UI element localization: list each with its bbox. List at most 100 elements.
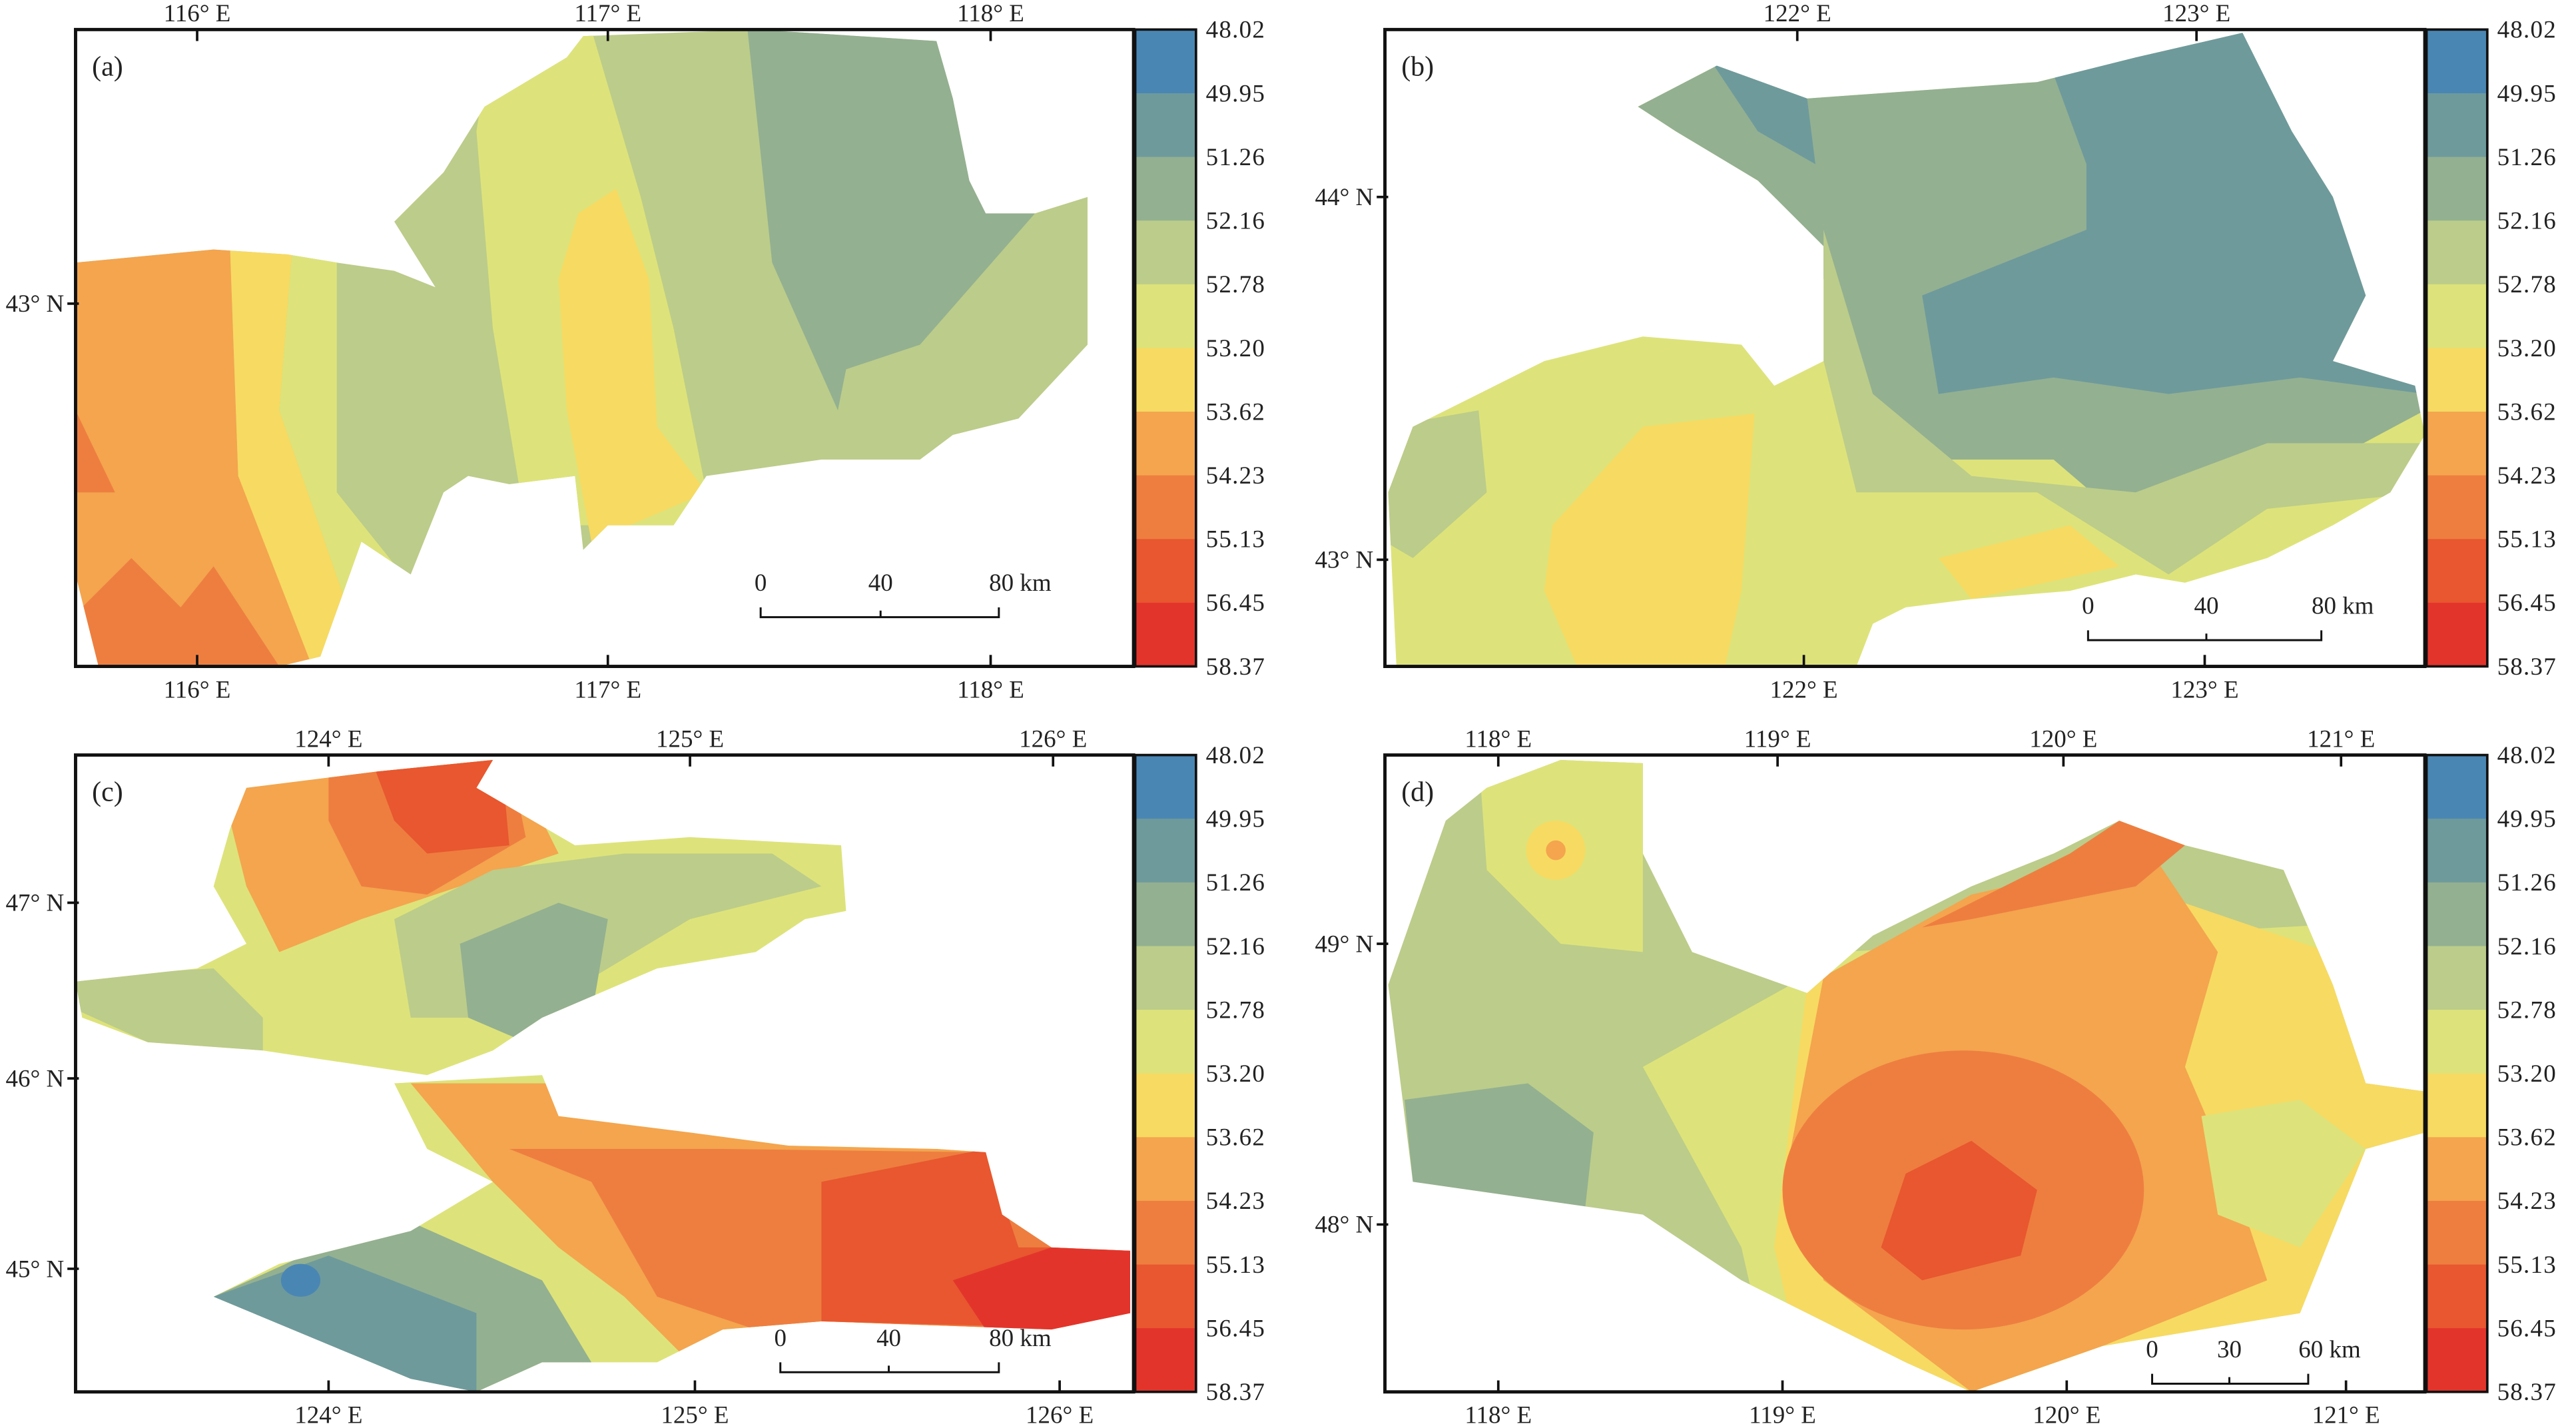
colorbar-label: 48.02 (2497, 741, 2557, 769)
colorbar-label: 53.20 (2497, 1060, 2557, 1087)
colorbar-label: 49.95 (2497, 79, 2557, 107)
panel-d-frame (1383, 753, 2427, 1394)
colorbar-swatch (2426, 93, 2487, 158)
colorbar-label: 56.45 (2497, 1315, 2557, 1342)
panel-b-scale-bar: 0 40 80 km (2082, 592, 2374, 641)
colorbar-swatch (2426, 819, 2487, 883)
scale-bar-line (2087, 630, 2323, 641)
panel-c-scale-bar: 0 40 80 km (775, 1324, 1052, 1373)
bottom-tick-label: 124° E (294, 1401, 362, 1428)
colorbar-label: 49.95 (2497, 805, 2557, 833)
colorbar-label: 55.13 (2497, 1251, 2557, 1278)
panel-d-contour-map (1388, 760, 2425, 1392)
colorbar-swatch (2426, 946, 2487, 1010)
top-tick-label: 126° E (1019, 725, 1087, 752)
colorbar-swatch (2426, 1200, 2487, 1265)
colorbar-label: 53.20 (2497, 334, 2557, 362)
colorbar-frame (2425, 753, 2489, 1393)
top-tick-label: 118° E (1464, 725, 1532, 752)
colorbar-label: 54.23 (1206, 1187, 1265, 1214)
colorbar-label: 58.37 (2497, 1378, 2557, 1405)
colorbar-frame (2425, 28, 2489, 668)
colorbar-swatch (2426, 412, 2487, 476)
panel-c: (c) 124° E 125° E 126° E 124° E 125° E 126° E 4… (5, 725, 1265, 1428)
colorbar-label: 53.20 (1206, 334, 1265, 362)
colorbar-swatch (2426, 882, 2487, 947)
colorbar-label: 55.13 (2497, 526, 2557, 553)
colorbar-label: 48.02 (2497, 16, 2557, 43)
left-tick-label: 49° N (1315, 930, 1374, 957)
scale-bar-line (759, 607, 1000, 619)
colorbar-label: 52.78 (2497, 270, 2557, 298)
colorbar-swatch (2426, 348, 2487, 412)
colorbar-swatch (2426, 220, 2487, 285)
top-tick-label: 124° E (294, 725, 362, 752)
colorbar-label: 52.16 (1206, 932, 1265, 960)
colorbar-swatch (2426, 284, 2487, 349)
colorbar-label: 56.45 (1206, 589, 1265, 616)
colorbar-label: 53.62 (1206, 1124, 1265, 1151)
colorbar-swatch (1135, 348, 1196, 412)
scale-bar-label: 0 (2082, 592, 2094, 619)
top-tick-label: 117° E (574, 0, 641, 27)
colorbar-label: 51.26 (1206, 143, 1265, 171)
colorbar-label: 52.16 (1206, 207, 1265, 234)
scale-bar-label: 40 (2194, 592, 2218, 619)
colorbar-swatch (1135, 602, 1196, 667)
panel-a-scale-bar: 0 40 80 km (755, 569, 1052, 619)
panel-a-contour-map (75, 29, 1088, 667)
colorbar-swatch (1135, 819, 1196, 883)
panel-d: (d) 118° E 119° E 120° E 121° E 118° E 119° E 1… (1315, 725, 2557, 1428)
panel-d-label: (d) (1401, 777, 1434, 808)
colorbar-swatch (1135, 1264, 1196, 1329)
panel-c-contour-map (75, 760, 1131, 1392)
colorbar-label: 56.45 (1206, 1315, 1265, 1342)
colorbar-label: 51.26 (1206, 869, 1265, 896)
scale-bar-label: 80 km (989, 569, 1052, 596)
bottom-tick-label: 118° E (1464, 1401, 1532, 1428)
colorbar-swatch (2426, 1137, 2487, 1202)
colorbar-swatch (1135, 220, 1196, 285)
colorbar-swatch (2426, 1264, 2487, 1329)
bottom-tick-label: 120° E (2033, 1401, 2100, 1428)
scale-bar-label: 40 (868, 569, 893, 596)
colorbar-swatch (1135, 539, 1196, 603)
scale-bar-line (779, 1362, 1000, 1373)
bottom-tick-label: 117° E (574, 675, 641, 703)
colorbar-swatch (1135, 284, 1196, 349)
colorbar-label: 54.23 (1206, 462, 1265, 489)
colorbar-label: 51.26 (2497, 143, 2557, 171)
scale-bar-label: 80 km (2312, 592, 2374, 619)
panel-b-colorbar: 48.02 49.95 51.26 52.16 52.78 53.20 53.62 54.23… (2425, 16, 2557, 680)
bottom-tick-label: 125° E (661, 1401, 729, 1428)
top-tick-label: 121° E (2307, 725, 2375, 752)
colorbar-label: 48.02 (1206, 16, 1265, 43)
colorbar-swatch (1135, 1328, 1196, 1393)
colorbar-swatch (1135, 1200, 1196, 1265)
top-tick-label: 118° E (957, 0, 1024, 27)
top-tick-label: 125° E (656, 725, 724, 752)
colorbar-label: 48.02 (1206, 741, 1265, 769)
colorbar-label: 54.23 (2497, 462, 2557, 489)
colorbar-swatch (1135, 412, 1196, 476)
colorbar-swatch (1135, 475, 1196, 540)
colorbar-label: 53.62 (2497, 1124, 2557, 1151)
left-tick-label: 46° N (5, 1064, 64, 1092)
left-tick-label: 43° N (5, 290, 64, 317)
panel-a-frame (74, 27, 1135, 668)
scale-bar-label: 60 km (2298, 1335, 2361, 1363)
top-tick-label: 119° E (1744, 725, 1811, 752)
colorbar-swatch (1135, 1073, 1196, 1138)
left-tick-label: 44° N (1315, 183, 1374, 210)
bottom-tick-label: 118° E (957, 675, 1024, 703)
scale-bar-label: 0 (775, 1324, 787, 1351)
colorbar-label: 55.13 (1206, 526, 1265, 553)
top-tick-label: 120° E (2029, 725, 2097, 752)
colorbar-swatch (2426, 1073, 2487, 1138)
colorbar-label: 49.95 (1206, 79, 1265, 107)
colorbar-label: 52.78 (2497, 996, 2557, 1023)
panel-c-colorbar: 48.02 49.95 51.26 52.16 52.78 53.20 53.62 54.23… (1133, 741, 1265, 1405)
left-tick-label: 48° N (1315, 1211, 1374, 1238)
panel-b-contour-map (1388, 33, 2425, 667)
colorbar-swatch (2426, 29, 2487, 94)
